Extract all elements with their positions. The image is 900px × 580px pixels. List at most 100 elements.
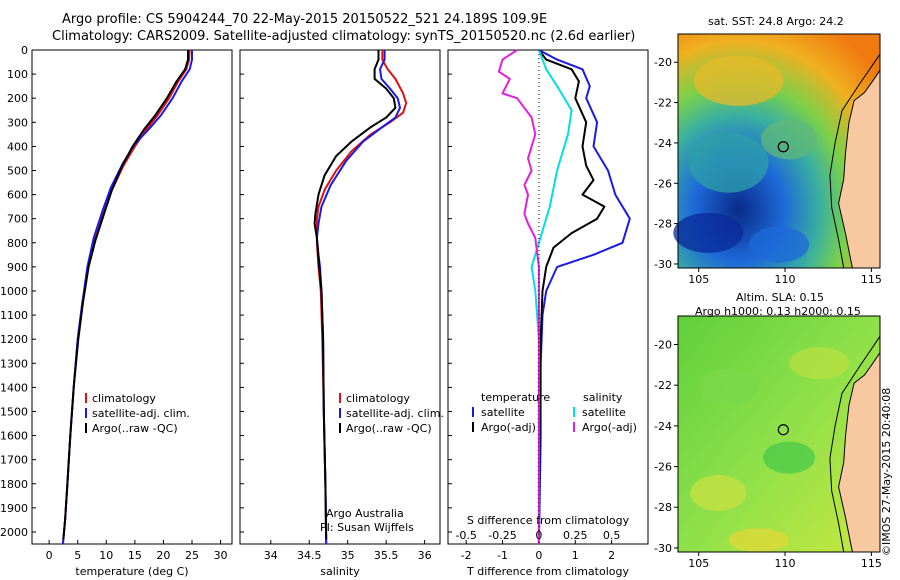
difference-x-tick-label: -2 xyxy=(461,549,472,562)
salinity-legend-label: climatology xyxy=(346,392,410,405)
difference-x-tick-label: 0 xyxy=(535,549,542,562)
y-tick-label: 0 xyxy=(21,44,28,57)
sla-lon-tick-label: 110 xyxy=(775,557,796,570)
difference-top-tick-label: 0.25 xyxy=(563,529,588,542)
sst-lat-tick-label: -30 xyxy=(654,258,672,271)
sst-argo-location-marker xyxy=(777,141,789,153)
temperature-x-tick-label: 5 xyxy=(74,549,81,562)
salinity-series-line xyxy=(313,50,397,540)
sla-map-anomaly xyxy=(789,347,850,380)
sst-map-anomaly xyxy=(761,119,818,160)
difference-series-line xyxy=(530,49,573,544)
sla-map-anomaly xyxy=(698,368,759,405)
sla-map-anomaly xyxy=(690,475,747,511)
sla-map-anomaly xyxy=(728,528,789,553)
plot-title-line2: Climatology: CARS2009. Satellite-adjuste… xyxy=(52,29,636,44)
sst-lat-tick-label: -20 xyxy=(654,56,672,69)
temperature-legend-label: satellite-adj. clim. xyxy=(92,407,190,420)
temperature-series-line xyxy=(61,50,193,545)
temperature-xlabel: temperature (deg C) xyxy=(75,565,188,578)
y-tick-label: 1500 xyxy=(0,405,28,418)
salinity-x-tick-label: 34.5 xyxy=(297,549,322,562)
sst-depth-contour xyxy=(829,53,881,269)
diff-legend-right-label: satellite xyxy=(582,406,626,419)
salinity-x-tick-label: 36 xyxy=(418,549,432,562)
sla-argo-location-marker xyxy=(777,424,789,436)
sst-map-frame xyxy=(677,33,881,269)
sst-lat-tick-label: -22 xyxy=(654,97,672,110)
sla-lat-tick-label: -24 xyxy=(654,420,672,433)
difference-x-tick-label: 1 xyxy=(572,549,579,562)
difference-xlabel-top: S difference from climatology xyxy=(467,514,630,527)
temperature-x-tick-label: 20 xyxy=(156,549,170,562)
y-tick-label: 300 xyxy=(7,116,28,129)
difference-series-line xyxy=(537,49,606,545)
temperature-series-line xyxy=(61,49,191,545)
y-tick-label: 1700 xyxy=(0,454,28,467)
y-tick-label: 1000 xyxy=(0,285,28,298)
difference-top-tick-label: 0 xyxy=(535,529,542,542)
sst-map-anomaly xyxy=(688,132,769,193)
diff-legend-left-label: Argo(-adj) xyxy=(481,421,536,434)
diff-legend-salinity-title: salinity xyxy=(583,391,623,404)
y-tick-label: 1800 xyxy=(0,478,28,491)
salinity-x-tick-label: 35.5 xyxy=(374,549,399,562)
difference-frame xyxy=(447,49,649,545)
y-tick-label: 200 xyxy=(7,92,28,105)
sst-lat-tick-label: -28 xyxy=(654,218,672,231)
sla-lon-tick-label: 105 xyxy=(688,557,709,570)
sla-lon-tick-label: 115 xyxy=(861,557,882,570)
pi-name-label: PI: Susan Wijffels xyxy=(320,521,414,534)
difference-series-line xyxy=(497,49,540,544)
difference-series-line xyxy=(537,49,631,545)
y-tick-label: 1400 xyxy=(0,381,28,394)
sla-depth-contour xyxy=(829,336,881,553)
difference-x-tick-label: -1 xyxy=(497,549,508,562)
y-tick-label: 900 xyxy=(7,261,28,274)
diff-legend-temperature-title: temperature xyxy=(481,391,550,404)
sst-map-anomaly xyxy=(749,226,809,263)
difference-xlabel: T difference from climatology xyxy=(466,565,629,578)
sla-map-label-line2: Argo h1000: 0.13 h2000: 0.15 xyxy=(695,305,861,318)
sst-lon-tick-label: 115 xyxy=(861,273,882,286)
sst-lon-tick-label: 105 xyxy=(688,273,709,286)
sla-map-frame xyxy=(677,315,881,553)
temperature-x-tick-label: 15 xyxy=(128,549,142,562)
salinity-xlabel: salinity xyxy=(320,565,360,578)
sst-map-label: sat. SST: 24.8 Argo: 24.2 xyxy=(708,15,844,28)
difference-top-tick-label: -0.5 xyxy=(455,529,476,542)
temperature-legend-label: Argo(..raw -QC) xyxy=(92,422,178,435)
y-tick-label: 400 xyxy=(7,140,28,153)
temperature-x-tick-label: 25 xyxy=(185,549,199,562)
sst-lat-tick-label: -24 xyxy=(654,137,672,150)
temperature-frame xyxy=(31,49,233,545)
y-tick-label: 700 xyxy=(7,213,28,226)
diff-legend-left-label: satellite xyxy=(481,406,525,419)
y-tick-label: 500 xyxy=(7,164,28,177)
temperature-x-tick-label: 0 xyxy=(46,549,53,562)
y-tick-label: 1200 xyxy=(0,333,28,346)
salinity-x-tick-label: 35 xyxy=(341,549,355,562)
sla-lat-tick-label: -28 xyxy=(654,501,672,514)
sla-map-anomaly xyxy=(763,441,816,474)
y-tick-label: 1900 xyxy=(0,502,28,515)
temperature-x-tick-label: 30 xyxy=(214,549,228,562)
plot-title-line1: Argo profile: CS 5904244_70 22-May-2015 … xyxy=(62,12,548,27)
salinity-frame xyxy=(239,49,441,545)
salinity-series-line xyxy=(315,50,401,545)
y-tick-label: 1600 xyxy=(0,430,28,443)
diff-legend-right-label: Argo(-adj) xyxy=(582,421,637,434)
y-tick-label: 600 xyxy=(7,189,28,202)
sst-lat-tick-label: -26 xyxy=(654,177,672,190)
sla-lat-tick-label: -30 xyxy=(654,542,672,555)
y-tick-label: 1100 xyxy=(0,309,28,322)
sst-map-anomaly xyxy=(673,212,744,253)
salinity-series-line xyxy=(315,50,408,545)
salinity-legend-label: Argo(..raw -QC) xyxy=(346,422,432,435)
sla-map-label-line1: Altim. SLA: 0.15 xyxy=(736,291,825,304)
argo-australia-label: Argo Australia xyxy=(326,507,404,520)
imos-timestamp: ©IMOS 27-May-2015 20:40:08 xyxy=(880,387,893,556)
sla-lat-tick-label: -22 xyxy=(654,379,672,392)
temperature-series-line xyxy=(62,50,189,540)
y-tick-label: 1300 xyxy=(0,357,28,370)
